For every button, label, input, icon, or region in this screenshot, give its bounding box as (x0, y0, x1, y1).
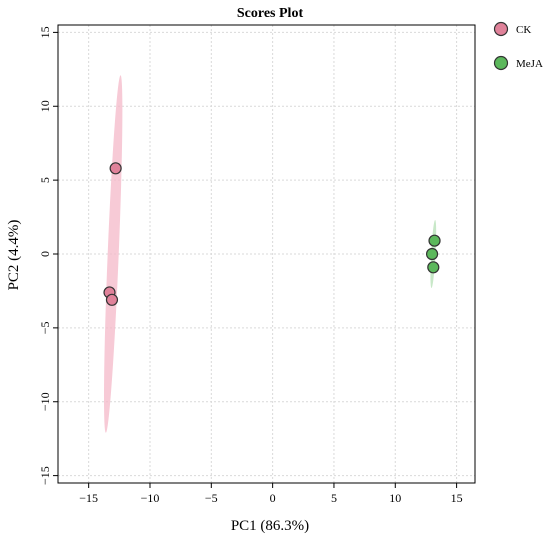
y-tick-label-6: 15 (38, 26, 52, 38)
point-ck-0 (109, 162, 122, 175)
legend-label-meja: MeJA (516, 58, 543, 70)
x-tick-label-1: −10 (141, 491, 160, 505)
y-tick-label-0: −15 (38, 466, 52, 485)
point-meja-2 (427, 261, 440, 274)
x-tick-label-0: −15 (79, 491, 98, 505)
legend-marker-ck (493, 21, 509, 37)
point-meja-1 (425, 247, 439, 261)
x-axis-title: PC1 (86.3%) (231, 518, 309, 534)
x-tick-label-6: 15 (451, 491, 463, 505)
x-tick-label-3: 0 (270, 491, 276, 505)
y-tick-label-2: −5 (38, 321, 52, 334)
chart-title: Scores Plot (237, 6, 304, 21)
y-tick-label-5: 10 (38, 100, 52, 112)
legend: CK MeJA (493, 21, 543, 71)
y-tick-label-3: 0 (38, 251, 52, 257)
point-ck-2 (105, 293, 119, 306)
legend-label-ck: CK (516, 24, 531, 36)
y-axis-title: PC2 (4.4%) (6, 220, 22, 291)
legend-marker-meja (493, 55, 509, 71)
y-tick-label-1: −10 (38, 392, 52, 411)
x-tick-label-4: 5 (331, 491, 337, 505)
y-tick-label-4: 5 (38, 177, 52, 183)
point-meja-0 (428, 234, 441, 247)
x-tick-label-5: 10 (389, 491, 401, 505)
x-tick-label-2: −5 (205, 491, 218, 505)
